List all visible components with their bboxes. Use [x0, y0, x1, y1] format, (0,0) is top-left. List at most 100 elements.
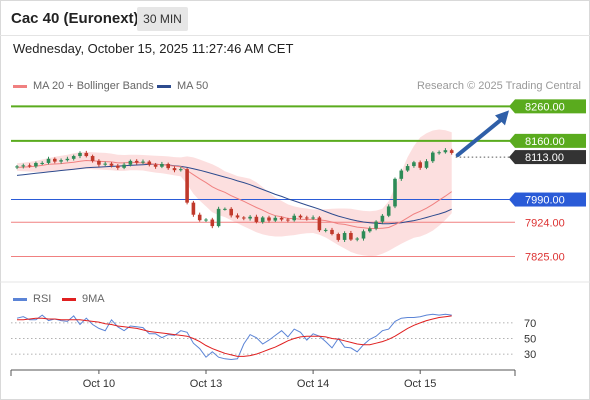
- ma50-swatch: [157, 84, 171, 88]
- research-credit: Research © 2025 Trading Central: [416, 80, 581, 92]
- level-badge-resistance: [515, 99, 586, 114]
- candle-body: [305, 217, 309, 219]
- candle-body: [172, 168, 177, 171]
- ma50-line: [16, 163, 452, 225]
- candle-body: [323, 229, 328, 231]
- candle-body: [147, 161, 152, 165]
- candle-body: [229, 208, 233, 216]
- candle-body: [405, 166, 410, 171]
- rsi-swatch: [13, 297, 27, 301]
- level-badge-current: [515, 150, 586, 165]
- candle-body: [84, 152, 89, 157]
- bollinger-band-layer: [17, 129, 452, 257]
- candle-body: [292, 215, 296, 221]
- timestamp: Wednesday, October 15, 2025 11:27:46 AM …: [13, 41, 294, 56]
- candle-body: [65, 158, 70, 161]
- rsi-line: [16, 313, 452, 361]
- candle-body: [298, 215, 303, 218]
- candle-body: [185, 169, 189, 203]
- rsi-level-label: 50: [524, 334, 536, 346]
- candle-body: [71, 156, 76, 159]
- projection-arrow-head: [495, 110, 509, 126]
- ma50-label: MA 50: [177, 80, 209, 92]
- candle-body: [273, 217, 278, 221]
- header-divider: [0, 35, 590, 36]
- level-label-support: 7825.00: [525, 251, 565, 263]
- candle-body: [53, 158, 57, 162]
- candle-body: [109, 163, 114, 166]
- candle-body: [361, 231, 366, 239]
- rsi-ma-line: [17, 315, 452, 357]
- candle-body: [141, 161, 145, 163]
- candle-body: [248, 216, 252, 219]
- ma20-label: MA 20 + Bollinger Bands: [33, 80, 154, 92]
- legend-rsi-ma: 9MA: [62, 293, 105, 305]
- candle-body: [260, 217, 265, 222]
- candle-body: [267, 217, 271, 221]
- candle-body: [368, 228, 372, 232]
- rsi-ma-swatch: [62, 297, 76, 301]
- candle-body: [374, 221, 378, 229]
- candle-body: [191, 202, 196, 215]
- candle-body: [223, 208, 227, 210]
- rsi-level-label: 70: [524, 318, 536, 330]
- candle-body: [15, 166, 19, 168]
- level-badge-pointer: [509, 150, 515, 165]
- candle-body: [59, 160, 63, 162]
- candle-body: [116, 165, 120, 168]
- level-badge-pointer: [509, 99, 515, 114]
- rsi-ma-label: 9MA: [82, 293, 105, 305]
- legend-rsi: RSI: [13, 293, 51, 305]
- candle-body: [34, 162, 38, 167]
- level-label-support: 7924.00: [525, 217, 565, 229]
- time-axis: Oct 10 Oct 13 Oct 14 Oct 15: [10, 369, 516, 390]
- candle-body: [443, 150, 448, 153]
- time-axis-tick-label: Oct 15: [404, 378, 436, 390]
- candle-body: [424, 161, 429, 168]
- candles-layer: [15, 148, 454, 242]
- candle-body: [412, 162, 416, 167]
- level-badge-pointer: [509, 133, 515, 148]
- time-axis-tick-label: Oct 10: [83, 378, 115, 390]
- candle-body: [78, 152, 82, 157]
- candle-body: [355, 238, 359, 240]
- candle-body: [330, 229, 334, 235]
- candle-body: [342, 233, 347, 240]
- level-badge-pointer: [509, 192, 515, 207]
- candle-body: [21, 165, 26, 167]
- timeframe-badge[interactable]: 30 MIN: [137, 7, 188, 31]
- candle-body: [431, 152, 435, 162]
- level-badge-resistance: [515, 133, 586, 148]
- rsi-level-label: 30: [524, 349, 536, 361]
- candle-body: [166, 163, 170, 169]
- candle-body: [27, 165, 32, 167]
- candle-body: [97, 160, 101, 165]
- candle-body: [40, 162, 44, 164]
- candle-body: [197, 214, 202, 221]
- candle-body: [128, 160, 133, 165]
- ma20-line: [16, 159, 452, 229]
- level-badge-pivot: [515, 192, 586, 207]
- candle-body: [279, 217, 284, 220]
- projection-layer: [455, 110, 509, 158]
- candle-body: [254, 216, 259, 222]
- candle-body: [210, 219, 215, 227]
- legend-ma20: MA 20 + Bollinger Bands: [13, 80, 154, 92]
- moving-average-layer: [16, 159, 452, 229]
- ma20-swatch: [13, 84, 27, 88]
- candle-body: [160, 163, 164, 167]
- candle-body: [179, 169, 183, 171]
- candle-body: [336, 234, 341, 240]
- candle-body: [204, 219, 208, 221]
- candle-body: [103, 163, 107, 165]
- candle-body: [122, 164, 126, 168]
- candle-body: [235, 215, 240, 218]
- candle-body: [216, 208, 221, 227]
- candle-body: [393, 178, 397, 207]
- candle-body: [242, 217, 246, 219]
- candle-body: [349, 233, 353, 240]
- candle-body: [418, 162, 422, 168]
- level-label-pivot: 7990.00: [525, 195, 565, 207]
- candle-body: [449, 150, 454, 153]
